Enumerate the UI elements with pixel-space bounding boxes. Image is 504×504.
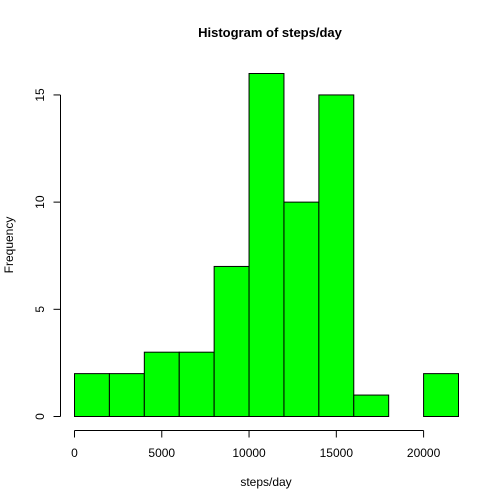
y-tick-label: 15 xyxy=(33,88,47,102)
histogram-bar xyxy=(108,373,145,417)
y-tick-label: 0 xyxy=(33,413,47,420)
histogram-bar xyxy=(74,373,110,417)
x-axis: 0 5000 10000 15000 20000 xyxy=(71,430,441,460)
histogram-bar xyxy=(423,373,460,417)
x-axis-label: steps/day xyxy=(240,475,291,489)
x-tick-label: 0 xyxy=(71,446,78,460)
x-tick-label: 15000 xyxy=(320,446,354,460)
histogram-bar xyxy=(248,73,285,417)
x-tick-label: 5000 xyxy=(148,446,175,460)
y-tick-label: 5 xyxy=(33,306,47,313)
histogram-bar xyxy=(318,94,355,417)
histogram-bar xyxy=(353,394,390,417)
y-axis-label: Frequency xyxy=(2,217,16,274)
x-tick-label: 20000 xyxy=(407,446,441,460)
bars-group xyxy=(74,73,460,417)
histogram-bar xyxy=(178,351,215,417)
histogram-bar xyxy=(283,201,320,417)
histogram-bar xyxy=(213,265,250,417)
histogram-bar xyxy=(143,351,180,417)
y-axis: 0 5 10 15 xyxy=(33,88,61,420)
chart-title: Histogram of steps/day xyxy=(198,25,343,40)
x-tick-label: 10000 xyxy=(232,446,266,460)
y-tick-label: 10 xyxy=(33,195,47,209)
